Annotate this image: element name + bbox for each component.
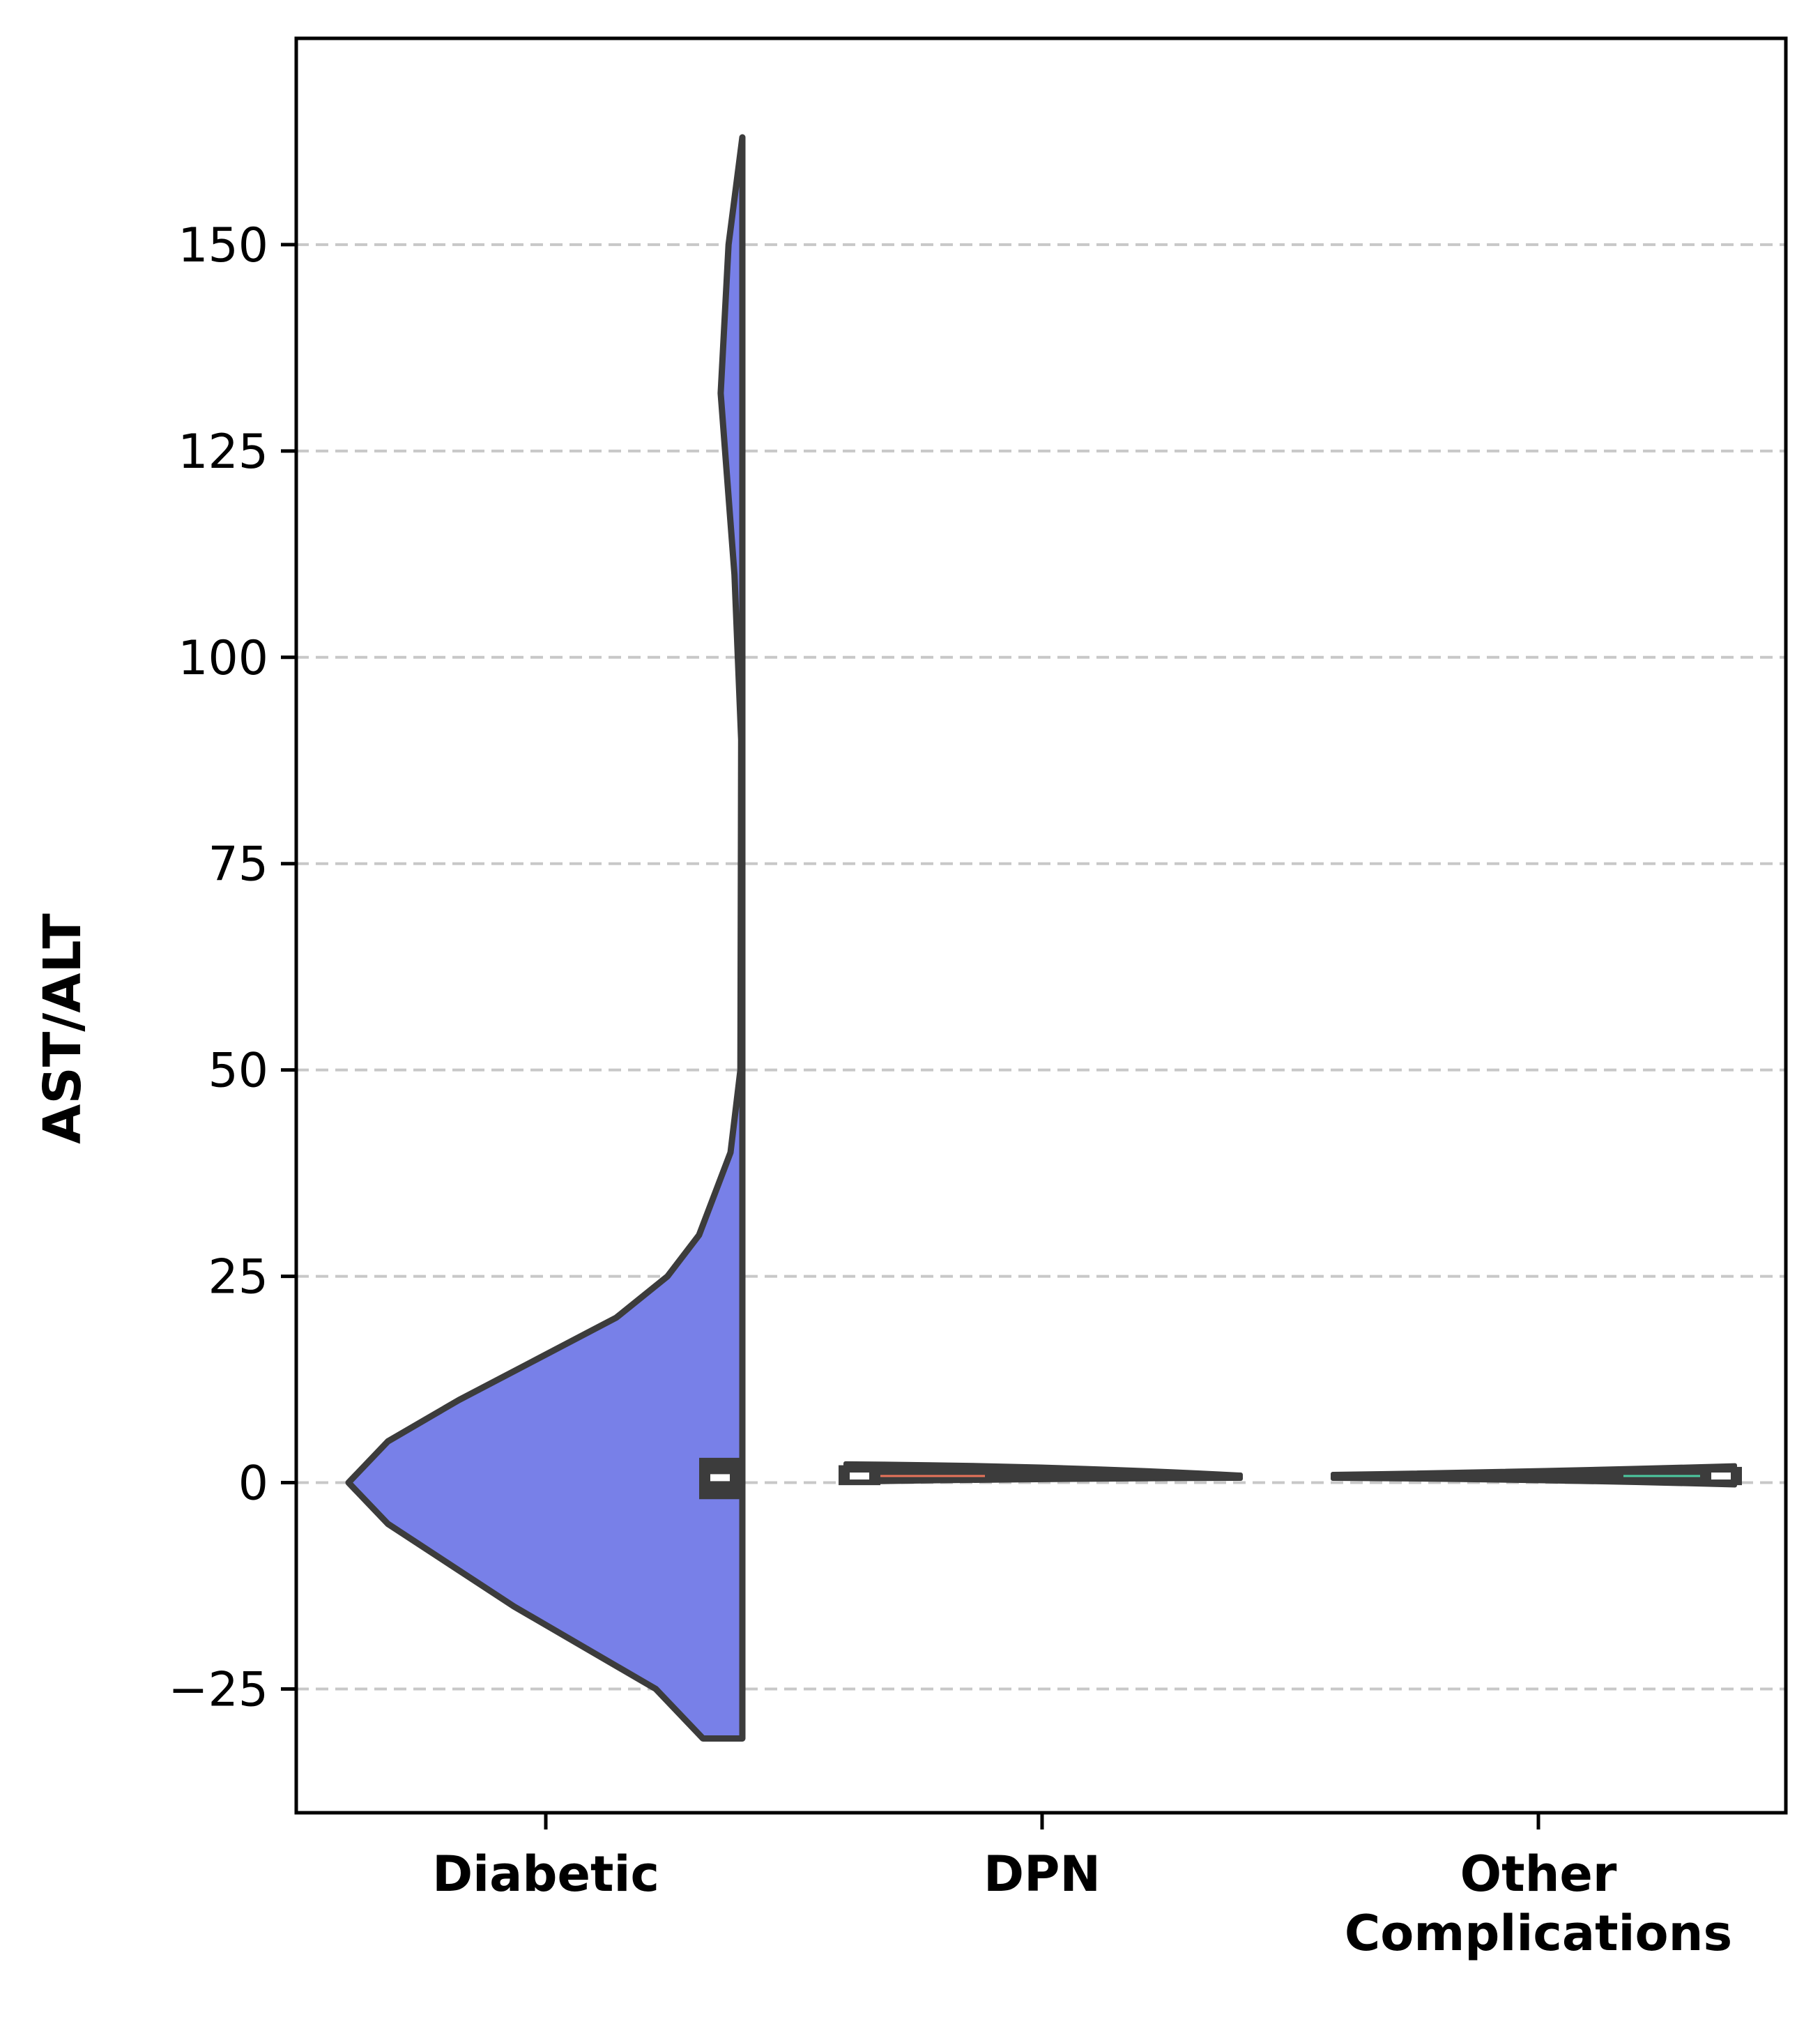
y-axis-ticks: −25 0 25 50 75 100 125 150 <box>168 218 296 1717</box>
box-dpn <box>839 1465 880 1486</box>
y-tick-label: 125 <box>178 425 268 480</box>
x-tick-label: Complications <box>1345 1905 1732 1962</box>
violin-diabetic <box>345 134 746 1742</box>
y-tick-label: 25 <box>208 1250 268 1305</box>
violin-other-complications <box>1331 1463 1737 1488</box>
x-tick-label: DPN <box>984 1846 1101 1903</box>
box-diabetic <box>699 1457 741 1500</box>
median-marker <box>850 1473 869 1480</box>
x-tick-label: Other <box>1460 1846 1617 1903</box>
median-marker <box>1711 1473 1731 1480</box>
y-tick-label: 75 <box>208 837 268 892</box>
y-tick-label: −25 <box>168 1662 268 1717</box>
y-axis-title: AST/ALT <box>33 913 93 1144</box>
violins <box>345 134 1742 1742</box>
y-tick-label: 0 <box>238 1456 268 1512</box>
median-marker <box>710 1474 730 1482</box>
y-tick-label: 50 <box>208 1044 268 1099</box>
y-tick-label: 150 <box>178 218 268 273</box>
violin-dpn <box>843 1461 1243 1485</box>
x-tick-label: Diabetic <box>432 1846 659 1903</box>
y-tick-label: 100 <box>178 631 268 686</box>
box-other-complications <box>1700 1466 1742 1486</box>
